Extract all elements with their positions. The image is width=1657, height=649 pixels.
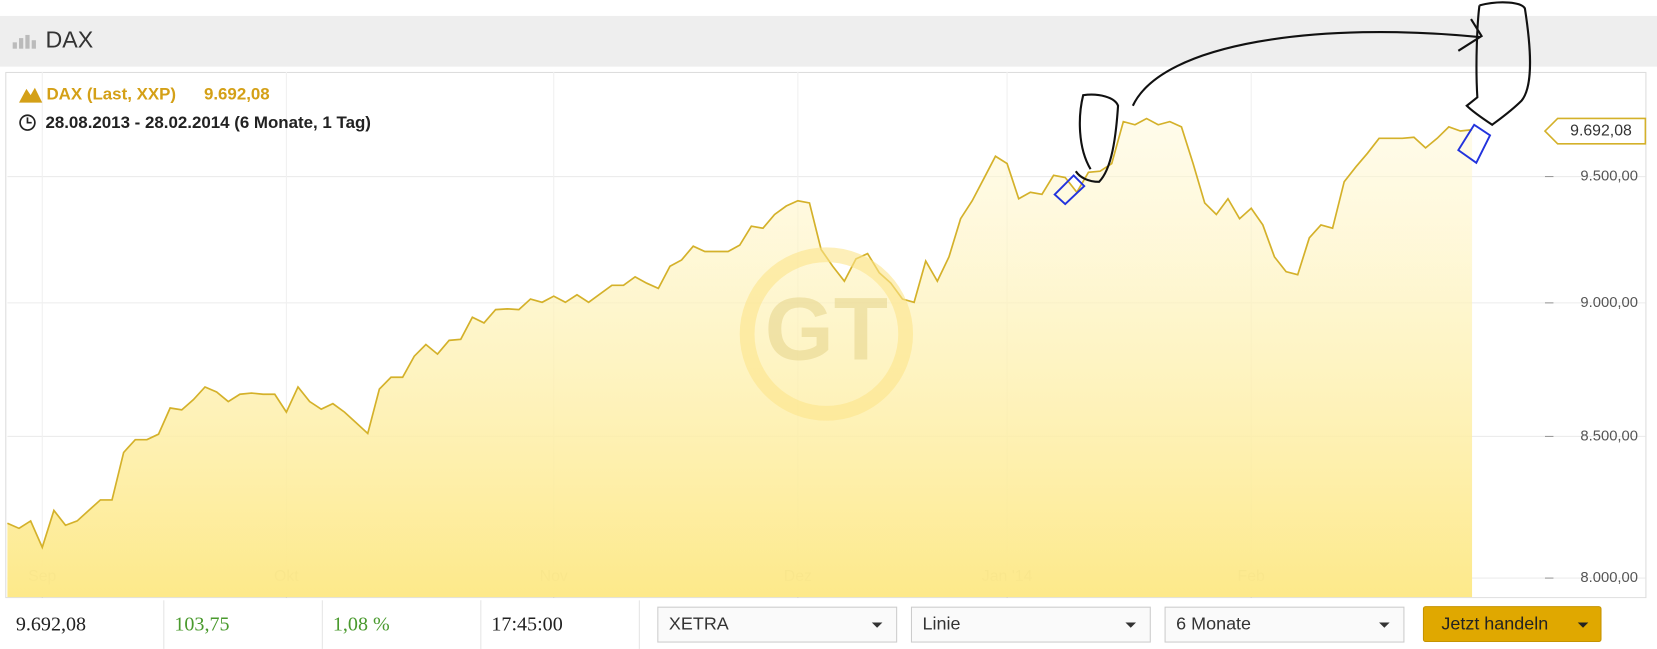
period: 28.08.2013 - 28.02.2014 (6 Monate, 1 Tag… — [45, 113, 370, 132]
quote-last: 9.692,08 — [16, 613, 86, 635]
watermark: GT — [765, 280, 888, 379]
chart-type-select[interactable]: Linie — [910, 606, 1151, 643]
area — [7, 118, 1473, 598]
y-tick-label: 9.500,00 — [1580, 168, 1638, 184]
exchange-value: XETRA — [669, 613, 729, 633]
trade-button-label: Jetzt handeln — [1441, 613, 1548, 633]
quote-change-pct: 1,08 % — [333, 613, 390, 635]
range-value: 6 Monate — [1176, 613, 1251, 633]
watermark-ring — [739, 247, 914, 421]
y-tick-label: 8.500,00 — [1580, 428, 1638, 444]
range-select[interactable]: 6 Monate — [1164, 606, 1405, 643]
quote-separators — [163, 600, 640, 649]
quote-change: 103,75 — [174, 613, 229, 635]
chart: 8.000,008.500,009.000,009.500,00SepOktNo… — [7, 71, 1646, 598]
trade-button[interactable]: Jetzt handeln — [1422, 606, 1602, 643]
quote-time: 17:45:00 — [491, 613, 562, 635]
line — [7, 117, 1473, 550]
y-tick-label: 9.000,00 — [1580, 295, 1638, 311]
header-bar — [0, 15, 1657, 67]
legend-value: 9.692,08 — [204, 85, 270, 104]
last-value-flag — [1543, 117, 1647, 145]
clock-icon — [19, 114, 36, 131]
legend-name: DAX (Last, XXP) — [46, 85, 176, 104]
header-icon — [12, 34, 36, 49]
annotation-boxes — [1053, 123, 1492, 206]
last-value-label: 9.692,08 — [1570, 122, 1632, 139]
chart-type-value: Linie — [923, 613, 961, 633]
clock-hand — [26, 117, 32, 124]
legend-icon — [19, 87, 43, 103]
exchange-select[interactable]: XETRA — [657, 606, 898, 643]
annotation-scribble — [1074, 1, 1532, 183]
y-tick-label: 8.000,00 — [1580, 570, 1638, 586]
header-title: DAX — [45, 26, 93, 52]
